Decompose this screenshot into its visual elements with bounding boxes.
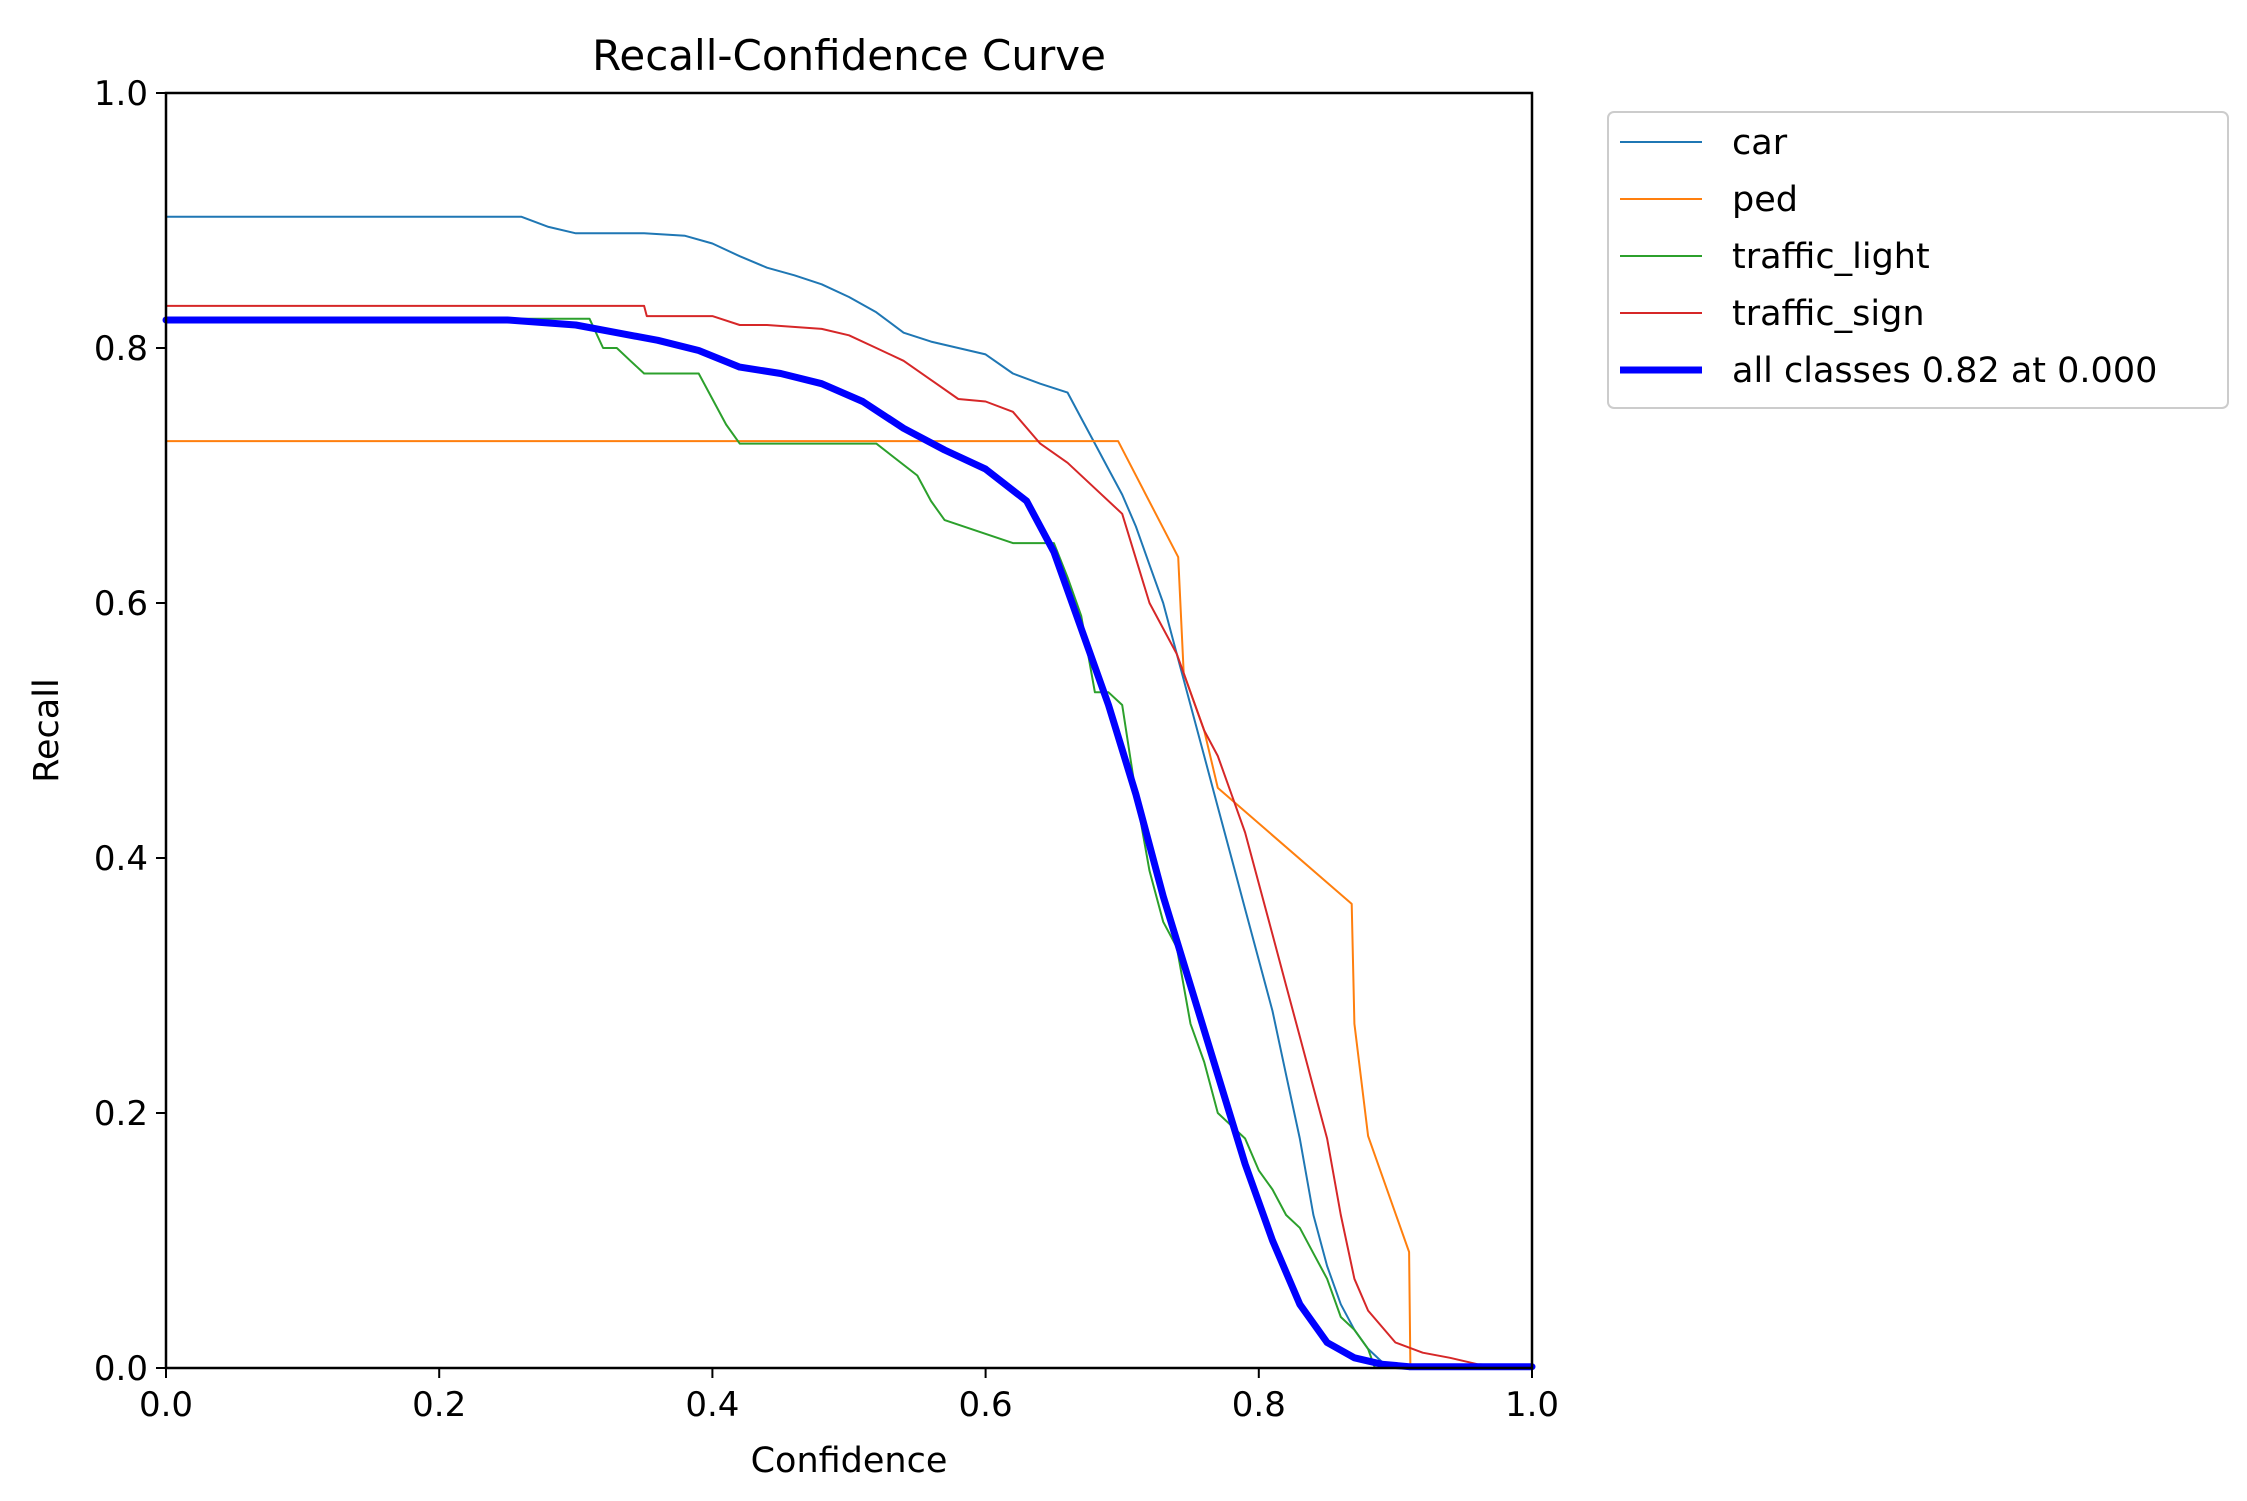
series-layer — [162, 215, 1536, 1371]
series-line-all-classes-0-82-at-0-000 — [162, 316, 1536, 1371]
legend-item[interactable]: car — [1620, 123, 1788, 163]
y-axis-label: Recall — [27, 678, 67, 782]
x-tick-label: 0.6 — [959, 1385, 1013, 1425]
legend-label: all classes 0.82 at 0.000 — [1732, 351, 2157, 391]
legend-item[interactable]: traffic_sign — [1620, 294, 1925, 334]
legend-item[interactable]: ped — [1620, 180, 1798, 220]
legend-item[interactable]: all classes 0.82 at 0.000 — [1620, 351, 2157, 391]
y-tick-label: 0.6 — [94, 584, 148, 624]
series-line-traffic-light — [165, 317, 1533, 1369]
x-tick-label: 1.0 — [1505, 1385, 1559, 1425]
y-tick-label: 0.8 — [94, 329, 148, 369]
series-line-car — [165, 215, 1533, 1368]
x-tick-label: 0.0 — [139, 1385, 193, 1425]
x-tick-label: 0.2 — [412, 1385, 466, 1425]
plot-frame — [164, 91, 1534, 1370]
legend-label: traffic_light — [1732, 237, 1930, 277]
legend-label: ped — [1732, 180, 1798, 220]
legend-box — [1607, 111, 2229, 409]
chart-title: Recall-Confidence Curve — [592, 31, 1106, 80]
legend-label: traffic_sign — [1732, 294, 1925, 334]
legend-item[interactable]: traffic_light — [1620, 237, 1930, 277]
y-tick-label: 0.4 — [94, 839, 148, 879]
y-tick-label: 0.2 — [94, 1094, 148, 1134]
series-line-traffic-sign — [165, 304, 1533, 1368]
legend-label: car — [1732, 123, 1788, 163]
x-tick-label: 0.8 — [1232, 1385, 1286, 1425]
y-tick-label: 0.0 — [94, 1349, 148, 1389]
y-tick-label: 1.0 — [94, 74, 148, 114]
x-tick-label: 0.4 — [685, 1385, 739, 1425]
ticks-layer: 0.0 0.2 0.4 0.6 0.8 1.0 0.0 0.2 0.4 0.6 0.8 1.0 — [94, 74, 1559, 1425]
x-axis-label: Confidence — [751, 1441, 948, 1481]
